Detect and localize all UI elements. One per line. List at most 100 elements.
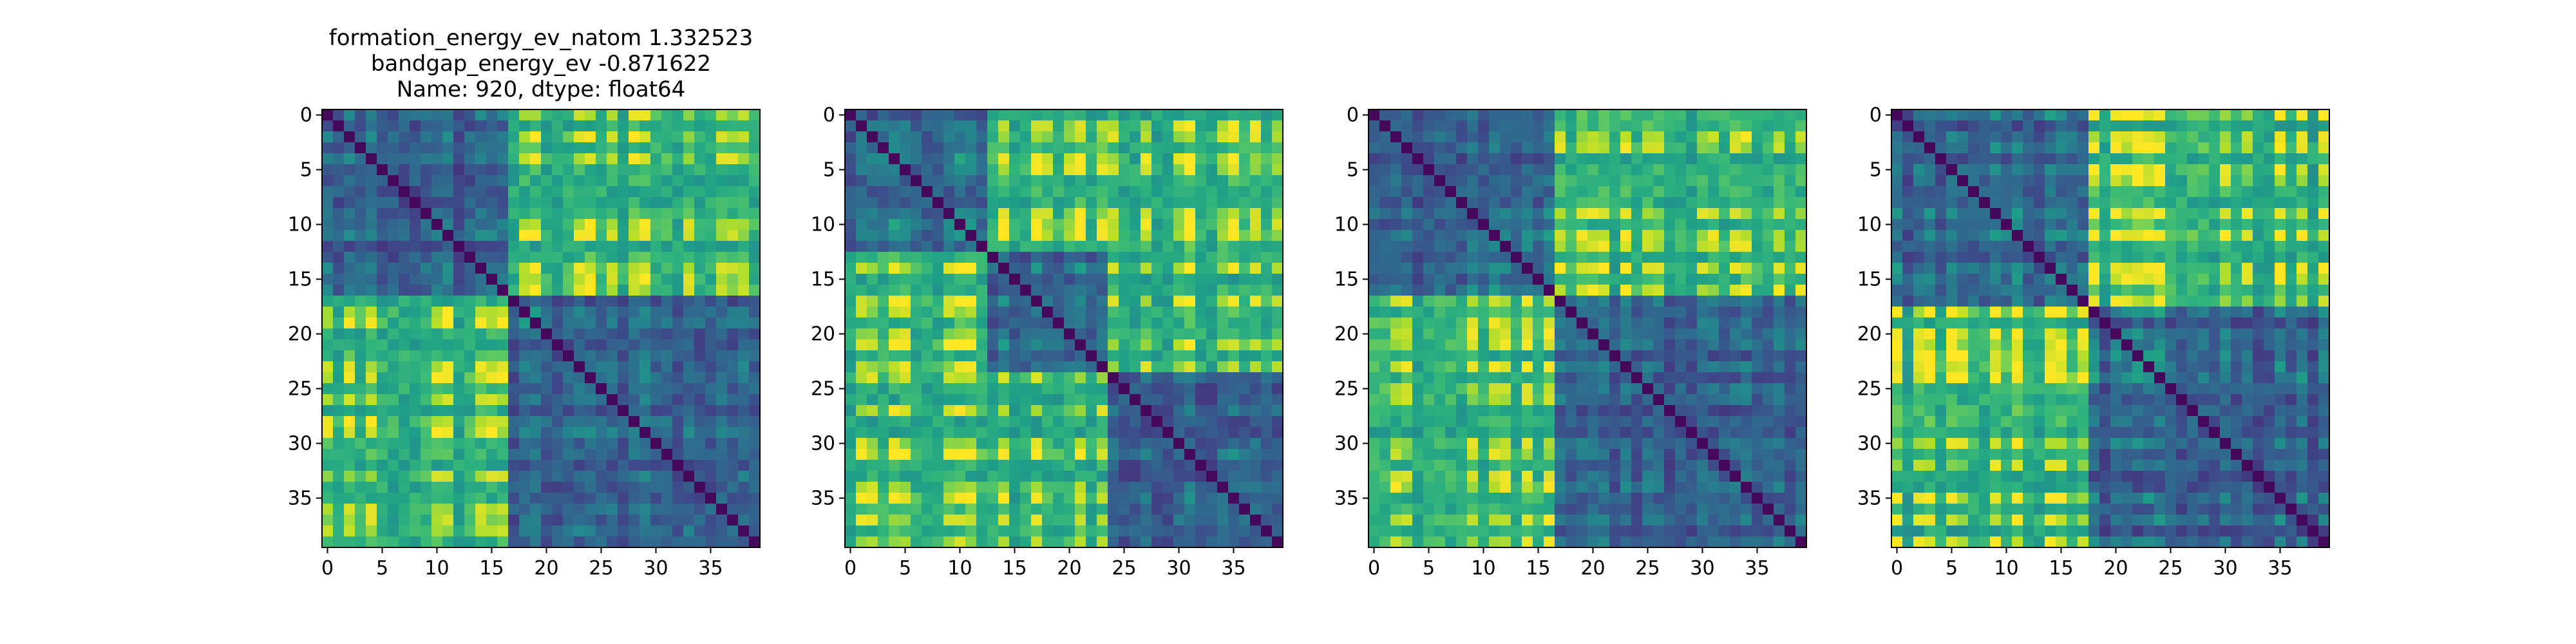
heatmap-cell (1184, 307, 1196, 318)
heatmap-cell (1151, 339, 1163, 351)
heatmap-cell (1719, 186, 1730, 198)
heatmap-cell (388, 460, 399, 471)
heatmap-cell (1412, 208, 1424, 220)
heatmap-cell (1752, 153, 1763, 165)
heatmap-cell (922, 197, 933, 209)
heatmap-cell (552, 493, 564, 504)
heatmap-cell (1162, 350, 1174, 362)
heatmap-cell (1467, 493, 1479, 504)
heatmap-cell (1675, 438, 1687, 450)
heatmap-cell (2034, 120, 2045, 132)
heatmap-cell (1489, 427, 1501, 439)
heatmap-cell (1675, 131, 1687, 143)
heatmap-cell (900, 416, 911, 428)
heatmap-cell (1195, 471, 1207, 482)
heatmap-cell (1587, 109, 1599, 121)
heatmap-cell (889, 536, 900, 548)
heatmap-cell (1500, 328, 1511, 340)
heatmap-cell (705, 372, 717, 384)
heatmap-cell (399, 175, 410, 187)
heatmap-cell (1609, 405, 1621, 417)
heatmap-cell (475, 175, 487, 187)
heatmap-cell (1467, 142, 1479, 154)
heatmap-cell (911, 493, 922, 504)
heatmap-cell (618, 175, 629, 187)
heatmap-cell (1053, 471, 1065, 482)
heatmap-cell (1719, 515, 1730, 526)
heatmap-cell (1620, 142, 1632, 154)
heatmap-cell (911, 175, 922, 187)
heatmap-cell (322, 405, 334, 417)
heatmap-cell (442, 175, 454, 187)
heatmap-cell (1184, 186, 1196, 198)
heatmap-cell (563, 175, 574, 187)
heatmap-cell (1217, 515, 1229, 526)
heatmap-cell (421, 416, 432, 428)
heatmap-cell (410, 208, 421, 220)
heatmap-cell (1522, 186, 1533, 198)
heatmap-cell (1489, 219, 1501, 231)
heatmap-cell (1708, 449, 1719, 460)
heatmap-cell (563, 493, 574, 504)
heatmap-cell (1412, 186, 1424, 198)
heatmap-cell (1935, 131, 1947, 143)
heatmap-cell (845, 175, 857, 187)
heatmap-cell (922, 383, 933, 395)
heatmap-cell (1500, 471, 1511, 482)
heatmap-cell (1412, 372, 1424, 384)
heatmap-cell (1434, 252, 1446, 263)
heatmap-cell (998, 383, 1010, 395)
heatmap-cell (867, 307, 878, 318)
heatmap-cell (1075, 460, 1086, 471)
heatmap-cell (1719, 142, 1730, 154)
heatmap-cell (541, 120, 553, 132)
heatmap-cell (987, 263, 999, 274)
heatmap-cell (1097, 361, 1108, 373)
heatmap-cell (738, 263, 750, 274)
heatmap-cell (639, 142, 651, 154)
heatmap-cell (497, 504, 509, 515)
heatmap-cell (1445, 120, 1457, 132)
heatmap-cell (943, 120, 955, 132)
heatmap-cell (1631, 285, 1643, 296)
heatmap-cell (1697, 230, 1709, 242)
heatmap-cell (856, 361, 867, 373)
heatmap-cell (1141, 252, 1152, 263)
heatmap-cell (1053, 350, 1065, 362)
heatmap-cell (1228, 230, 1240, 242)
heatmap-cell (1555, 427, 1566, 439)
heatmap-cell (519, 208, 531, 220)
heatmap-cell (1151, 142, 1163, 154)
heatmap-cell (377, 405, 388, 417)
heatmap-cell (1598, 219, 1610, 231)
heatmap-cell (672, 515, 684, 526)
heatmap-cell (530, 285, 542, 296)
heatmap-cell (563, 153, 574, 165)
heatmap-cell (738, 252, 750, 263)
heatmap-cell (639, 153, 651, 165)
heatmap-cell (1184, 109, 1196, 121)
heatmap-cell (1401, 241, 1413, 252)
heatmap-cell (716, 241, 728, 252)
heatmap-cell (1620, 285, 1632, 296)
heatmap-cell (377, 361, 388, 373)
heatmap-cell (574, 504, 585, 515)
heatmap-cell (486, 536, 498, 548)
heatmap-cell (1119, 482, 1130, 493)
heatmap-cell (453, 471, 465, 482)
heatmap-cell (2176, 120, 2188, 132)
heatmap-cell (998, 131, 1010, 143)
heatmap-cell (464, 142, 476, 154)
heatmap-cell (1239, 164, 1251, 176)
heatmap-cell (1609, 296, 1621, 307)
heatmap-cell (1642, 120, 1654, 132)
heatmap-cell (1522, 361, 1533, 373)
heatmap-cell (1097, 241, 1108, 252)
y-tick-label: 35 (1334, 488, 1359, 510)
heatmap-cell (1401, 252, 1413, 263)
heatmap-cell (497, 383, 509, 395)
heatmap-cell (541, 526, 553, 537)
heatmap-cell (410, 536, 421, 548)
heatmap-cell (2034, 109, 2045, 121)
heatmap-cell (2165, 120, 2177, 132)
